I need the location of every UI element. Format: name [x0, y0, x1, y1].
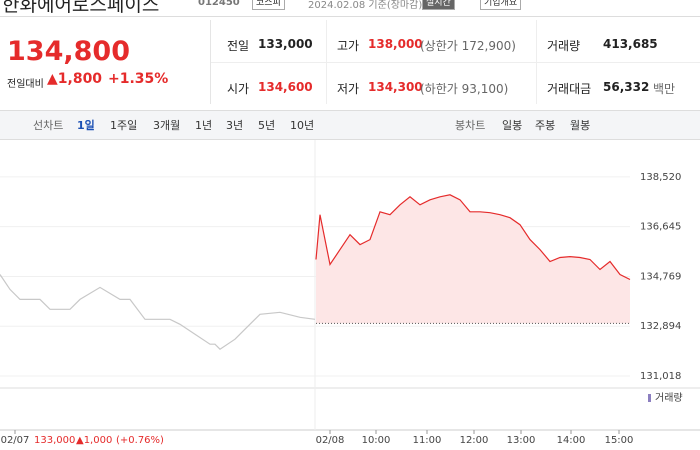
x-tick-label: 02/08 [316, 435, 345, 446]
period-tab[interactable]: 1일 [77, 119, 95, 132]
candle-tab[interactable]: 주봉 [535, 119, 556, 132]
quote-label: 저가 [337, 82, 360, 96]
quote-note: 백만 [653, 82, 676, 96]
stock-title: 한화에어로스페이스 [2, 0, 160, 16]
quote-label: 거래량 [547, 39, 581, 53]
x-tick-label: 11:00 [413, 435, 442, 446]
quote-value: 138,000 [368, 37, 423, 51]
candle-tab[interactable]: 일봉 [502, 119, 523, 132]
col-divider [536, 20, 537, 104]
period-tab[interactable]: 5년 [258, 119, 276, 132]
volume-label: 거래량 [655, 392, 683, 404]
footer-change: ▲1,000 [76, 435, 112, 446]
change-rate: +1.35% [108, 71, 169, 87]
y-tick-label: 134,769 [640, 271, 681, 282]
y-tick-label: 138,520 [640, 172, 681, 183]
quote-label: 고가 [337, 39, 360, 53]
price-line [315, 194, 631, 281]
change-value: ▲1,800 [47, 71, 103, 87]
period-tab[interactable]: 3개월 [153, 119, 181, 132]
x-tick-label: 13:00 [507, 435, 536, 446]
footer: 133,000▲1,000 (+0.76%) [34, 435, 164, 446]
candle-tab[interactable]: 월봉 [570, 119, 591, 132]
volume-swatch [648, 394, 651, 402]
price-line [0, 274, 316, 350]
quote-value: 134,300 [368, 80, 423, 94]
y-tick-label: 131,018 [640, 371, 681, 382]
quote-note: (상한가 172,900) [420, 39, 516, 53]
y-tick-label: 136,645 [640, 222, 681, 233]
quote-label: 시가 [227, 82, 250, 96]
quote-value: 413,685 [603, 37, 658, 51]
tab-bar [0, 110, 700, 140]
quote-note: (하한가 93,100) [420, 82, 509, 96]
period-tab[interactable]: 3년 [226, 119, 244, 132]
date-text: 2024.02.08 기준(장마감) [308, 0, 423, 11]
stock-code: 012450 [198, 0, 240, 8]
period-tab[interactable]: 1주일 [110, 119, 138, 132]
y-tick-label: 132,894 [640, 321, 681, 332]
area-fill [316, 194, 630, 324]
footer-rate: (+0.76%) [116, 435, 164, 446]
x-tick-label: 14:00 [557, 435, 586, 446]
footer-price: 133,000 [34, 435, 75, 446]
candle-chart-label: 봉차트 [455, 119, 486, 132]
col-divider [326, 20, 327, 104]
line-chart-label: 선차트 [33, 119, 64, 132]
row-divider [211, 62, 700, 63]
quote-label: 거래대금 [547, 82, 592, 96]
quote-value: 134,600 [258, 80, 313, 94]
x-tick-label: 02/07 [1, 435, 30, 446]
realtime-button[interactable]: 실시간 [422, 0, 455, 10]
x-tick-label: 12:00 [460, 435, 489, 446]
x-tick-label: 10:00 [362, 435, 391, 446]
quote-label: 전일 [227, 39, 250, 53]
quote-value: 56,332 [603, 80, 650, 94]
company-button[interactable]: 기업개요 [480, 0, 522, 10]
current-price: 134,800 [7, 36, 130, 67]
x-tick-label: 15:00 [605, 435, 634, 446]
quote-table [210, 20, 700, 104]
period-tab[interactable]: 10년 [290, 119, 315, 132]
top-bar [0, 0, 700, 17]
change-label: 전일대비 [7, 79, 44, 90]
market-tag: 코스피 [252, 0, 285, 10]
period-tab[interactable]: 1년 [195, 119, 213, 132]
quote-value: 133,000 [258, 37, 313, 51]
